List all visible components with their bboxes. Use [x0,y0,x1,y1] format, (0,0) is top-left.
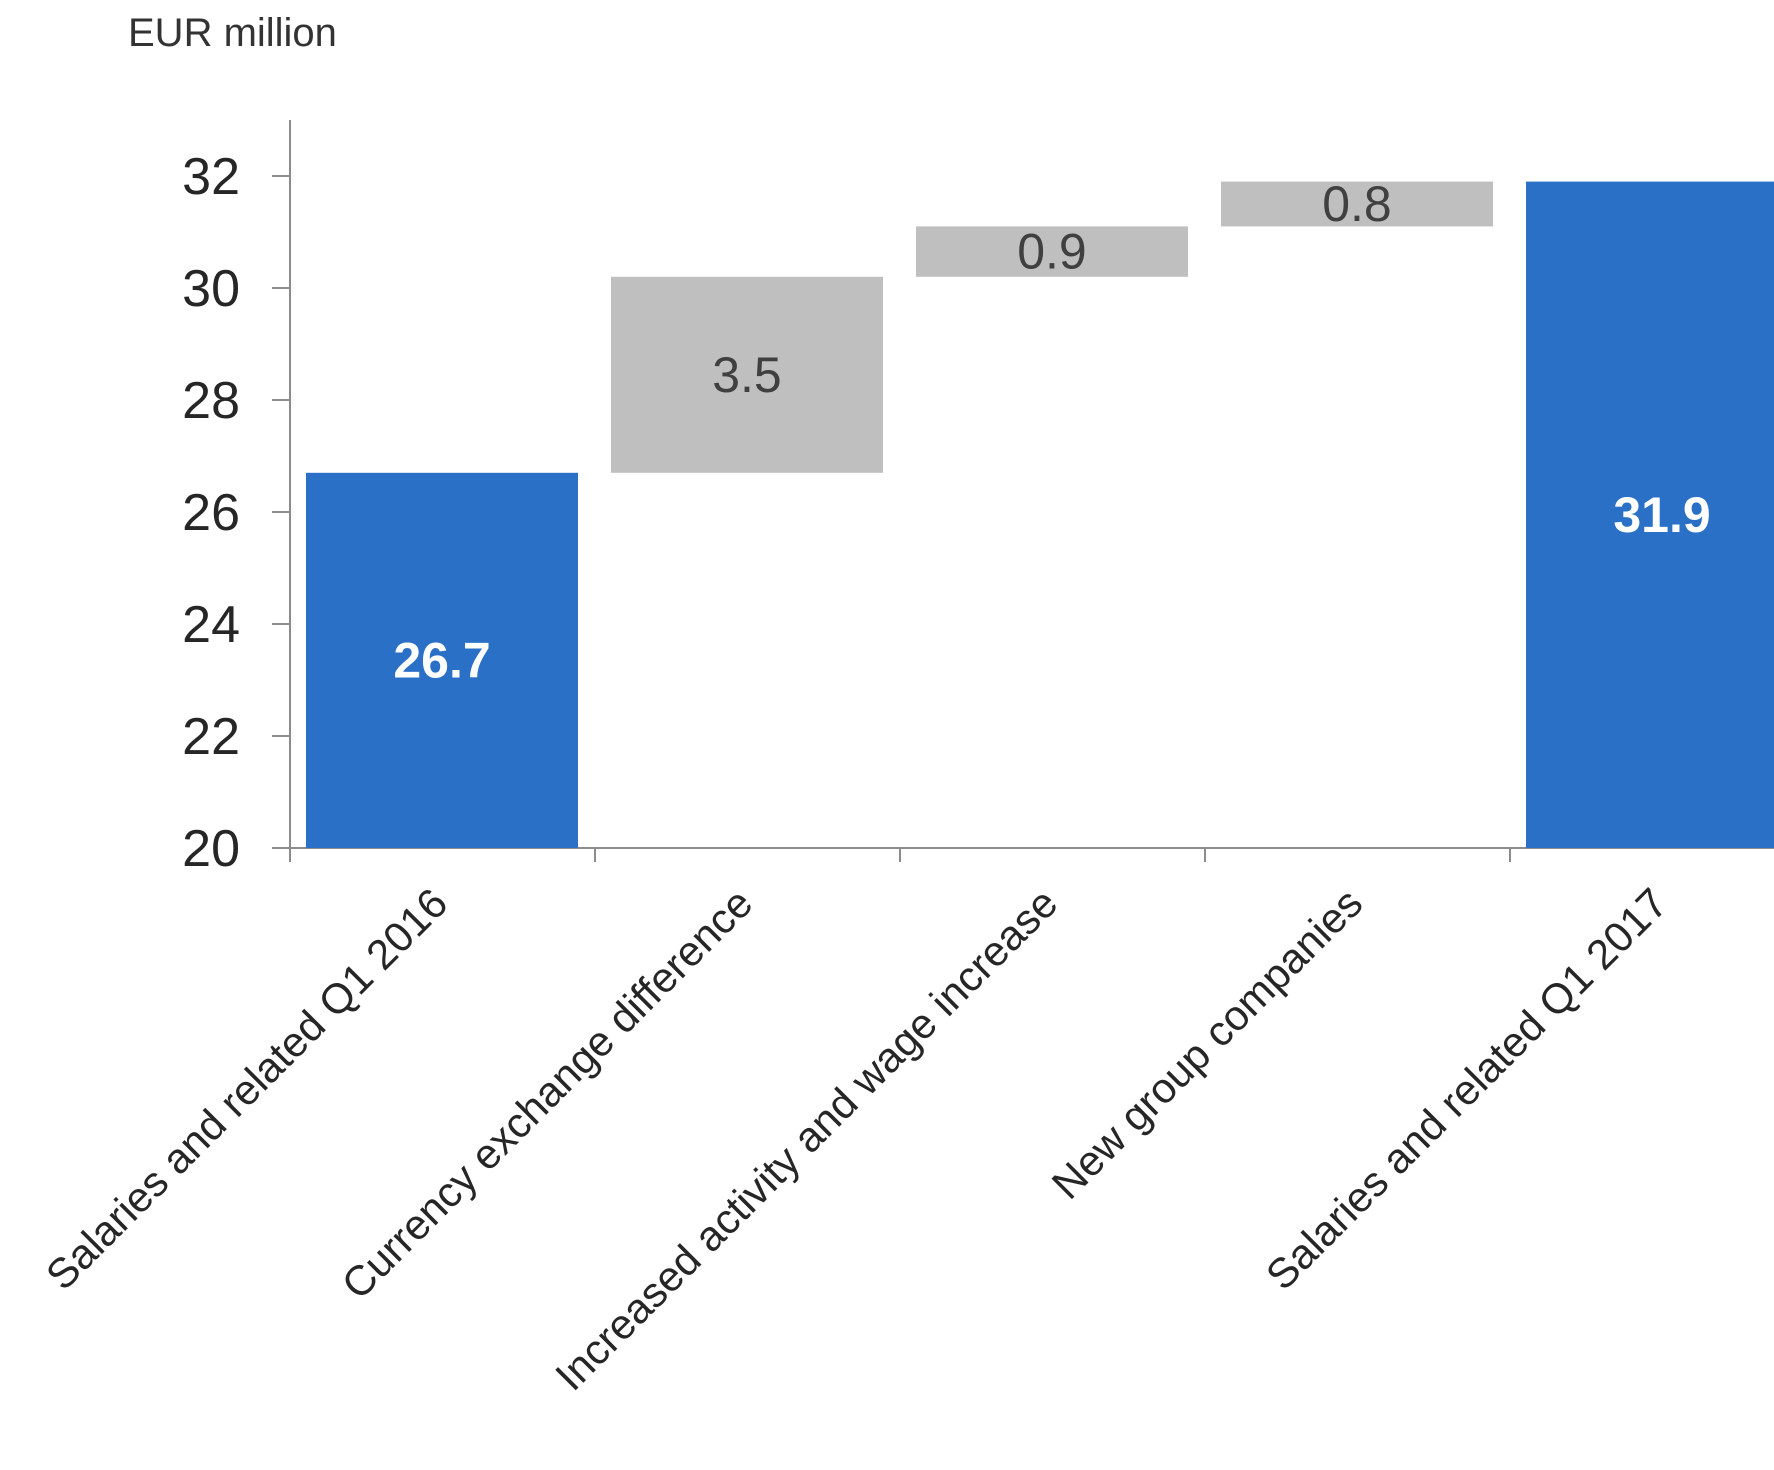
y-tick-label: 22 [182,708,240,766]
y-axis: 20 22 24 26 28 30 32 [182,120,291,878]
delta-bar [1221,181,1493,227]
x-axis [289,847,1774,862]
y-tick-label: 26 [182,484,240,542]
bar-value-label: 0.8 [1322,176,1392,232]
bars-group [306,181,1774,849]
x-tick-label: New group companies [1043,879,1372,1208]
bar-value-label: 3.5 [712,347,782,403]
delta-bar [916,226,1188,277]
delta-bar [611,276,883,473]
y-tick-label: 32 [182,148,240,206]
x-tick-label: Increased activity and wage increase [546,879,1066,1399]
bar-value-label: 0.9 [1017,224,1087,280]
total-bar [1526,181,1774,849]
bar-value-label: 31.9 [1613,487,1710,543]
y-tick-label: 28 [182,372,240,430]
total-bar [306,472,578,848]
data-labels-group: 26.7 3.5 0.9 0.8 31.9 [393,176,1710,688]
y-tick-label: 20 [182,820,240,878]
y-tick-label: 24 [182,596,240,654]
unit-label: EUR million [128,11,337,55]
y-tick-label: 30 [182,260,240,318]
bar-value-label: 26.7 [393,632,490,688]
